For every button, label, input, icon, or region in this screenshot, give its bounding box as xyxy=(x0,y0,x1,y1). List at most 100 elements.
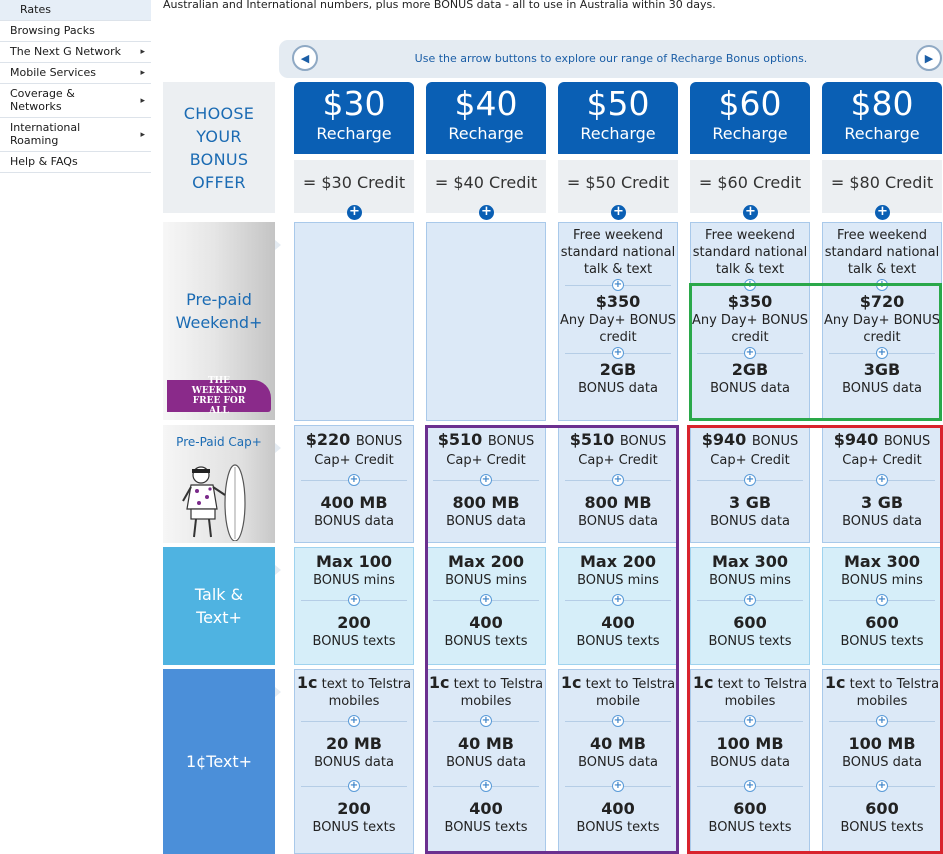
recharge-label: Recharge xyxy=(580,124,656,143)
cap-amount: $220 BONUS xyxy=(295,430,413,452)
prev-arrow-button[interactable]: ◀ xyxy=(292,45,318,71)
row-label-1c-text-label: 1¢Text+ xyxy=(185,752,253,771)
one-cent-value: 1c xyxy=(428,673,450,692)
row-label-1c-text[interactable]: 1¢Text+ xyxy=(163,669,281,854)
text-data: 40 MB xyxy=(458,734,514,753)
plus-icon: + xyxy=(876,279,888,291)
cap-data: 400 MB xyxy=(320,493,388,512)
cap-amount-label: Cap+ Credit xyxy=(578,453,658,468)
sidebar-item-next-g-network[interactable]: The Next G Network ▸ xyxy=(0,42,151,63)
plus-circle-icon[interactable]: + xyxy=(743,205,758,220)
weekend-offer-line: talk & text xyxy=(847,262,917,277)
cap-cell: $510 BONUS Cap+ Credit +800 MB BONUS data xyxy=(558,425,678,543)
sidebar-item-label: Coverage & Networks xyxy=(10,87,75,113)
cell-divider: + xyxy=(565,474,671,486)
cap-amount-value: $510 xyxy=(437,430,483,449)
pointer-arrow-icon xyxy=(275,240,281,250)
cell-divider: + xyxy=(565,594,671,606)
cell-divider: + xyxy=(433,474,539,486)
row-label-talk-text[interactable]: Talk & Text+ xyxy=(163,547,281,665)
row-label-weekend-text: Pre-paid Weekend+ xyxy=(175,290,263,332)
text-data: 100 MB xyxy=(848,734,916,753)
plus-icon: + xyxy=(744,780,756,792)
sidebar-item-mobile-services[interactable]: Mobile Services ▸ xyxy=(0,63,151,84)
plus-icon: + xyxy=(876,594,888,606)
recharge-header-2[interactable]: $50 Recharge xyxy=(558,82,678,154)
talk-cell: Max 200 BONUS mins +400 BONUS texts xyxy=(558,547,678,665)
cap-amount-suffix: BONUS xyxy=(487,434,535,449)
credit-cell: = $30 Credit + xyxy=(294,160,414,220)
sidebar-item-browsing-packs[interactable]: Browsing Packs xyxy=(0,21,151,42)
cap-amount-value: $940 xyxy=(701,430,747,449)
text-data-label: BONUS data xyxy=(446,755,526,770)
text-texts: 600 xyxy=(865,799,899,818)
text-cell: 1c text to Telstra mobiles +100 MB BONUS da… xyxy=(690,669,810,854)
text-texts: 200 xyxy=(337,799,371,818)
text-texts: 400 xyxy=(601,799,635,818)
row-label-weekend[interactable]: Pre-paid Weekend+ THE WEEKEND FREE FOR A… xyxy=(163,222,281,420)
cap-amount-suffix: BONUS xyxy=(355,434,403,449)
plus-circle-icon[interactable]: + xyxy=(875,205,890,220)
text-texts-label: BONUS texts xyxy=(444,820,528,835)
plus-circle-icon[interactable]: + xyxy=(479,205,494,220)
talk-texts: 600 xyxy=(733,613,767,632)
text-texts: 400 xyxy=(469,799,503,818)
next-arrow-button[interactable]: ▶ xyxy=(916,45,942,71)
cap-amount-value: $220 xyxy=(305,430,351,449)
plus-icon: + xyxy=(876,474,888,486)
recharge-price: $60 xyxy=(718,84,782,123)
plus-circle-icon[interactable]: + xyxy=(347,205,362,220)
text-offer-line: 1c text to Telstra xyxy=(427,674,545,693)
weekend-offer-line: talk & text xyxy=(715,262,785,277)
recharge-header-4[interactable]: $80 Recharge xyxy=(822,82,942,154)
cap-amount-label: Cap+ Credit xyxy=(446,453,526,468)
talk-mins: Max 300 xyxy=(843,552,920,571)
talk-mins: Max 200 xyxy=(579,552,656,571)
text-data: 40 MB xyxy=(590,734,646,753)
plus-icon: + xyxy=(480,474,492,486)
choose-offer-text: CHOOSE YOUR BONUS OFFER xyxy=(183,103,255,192)
cap-amount-value: $940 xyxy=(833,430,879,449)
sidebar-item-international-roaming[interactable]: International Roaming ▸ xyxy=(0,118,151,152)
one-cent-value: 1c xyxy=(692,673,714,692)
text-cell: 1c text to Telstra mobile +40 MB BONUS data… xyxy=(558,669,678,854)
text-texts-label: BONUS texts xyxy=(840,820,924,835)
cell-divider: + xyxy=(697,279,803,291)
recharge-price: $50 xyxy=(586,84,650,123)
recharge-header-1[interactable]: $40 Recharge xyxy=(426,82,546,154)
weekend-cell: Free weekend standard national talk & text… xyxy=(690,222,810,421)
talk-texts-label: BONUS texts xyxy=(840,634,924,649)
weekend-amount-label: credit xyxy=(731,330,769,345)
surfer-illustration xyxy=(182,464,246,541)
talk-texts-label: BONUS texts xyxy=(444,634,528,649)
one-cent-label-2: mobiles xyxy=(724,694,776,709)
talk-texts: 600 xyxy=(865,613,899,632)
talk-mins-label: BONUS mins xyxy=(313,573,395,588)
recharge-header-3[interactable]: $60 Recharge xyxy=(690,82,810,154)
recharge-header-0[interactable]: $30 Recharge xyxy=(294,82,414,154)
one-cent-value: 1c xyxy=(824,673,846,692)
talk-mins: Max 200 xyxy=(447,552,524,571)
one-cent-label: text to Telstra xyxy=(585,677,676,692)
weekend-cell: Free weekend standard national talk & text… xyxy=(822,222,942,421)
sidebar-item-label: The Next G Network xyxy=(10,45,122,58)
plus-icon: + xyxy=(876,780,888,792)
sidebar-item-coverage-networks[interactable]: Coverage & Networks ▸ xyxy=(0,84,151,118)
cap-data: 3 GB xyxy=(860,493,904,512)
weekend-cell xyxy=(294,222,414,421)
weekend-amount-label: Any Day+ BONUS xyxy=(823,313,941,328)
cell-divider: + xyxy=(697,780,803,792)
sidebar-item-rates[interactable]: Rates xyxy=(0,0,151,21)
talk-texts: 400 xyxy=(469,613,503,632)
text-cell: 1c text to Telstra mobiles +20 MB BONUS dat… xyxy=(294,669,414,854)
sidebar-item-help-faqs[interactable]: Help & FAQs xyxy=(0,152,151,173)
cap-cell: $220 BONUS Cap+ Credit +400 MB BONUS data xyxy=(294,425,414,543)
text-data-label: BONUS data xyxy=(314,755,394,770)
weekend-amount-label: Any Day+ BONUS xyxy=(691,313,809,328)
plus-circle-icon[interactable]: + xyxy=(611,205,626,220)
one-cent-label: text to Telstra xyxy=(453,677,544,692)
text-data-label: BONUS data xyxy=(710,755,790,770)
row-label-cap[interactable]: Pre-Paid Cap+ xyxy=(163,425,281,543)
cell-divider: + xyxy=(829,279,935,291)
cell-divider: + xyxy=(301,474,407,486)
